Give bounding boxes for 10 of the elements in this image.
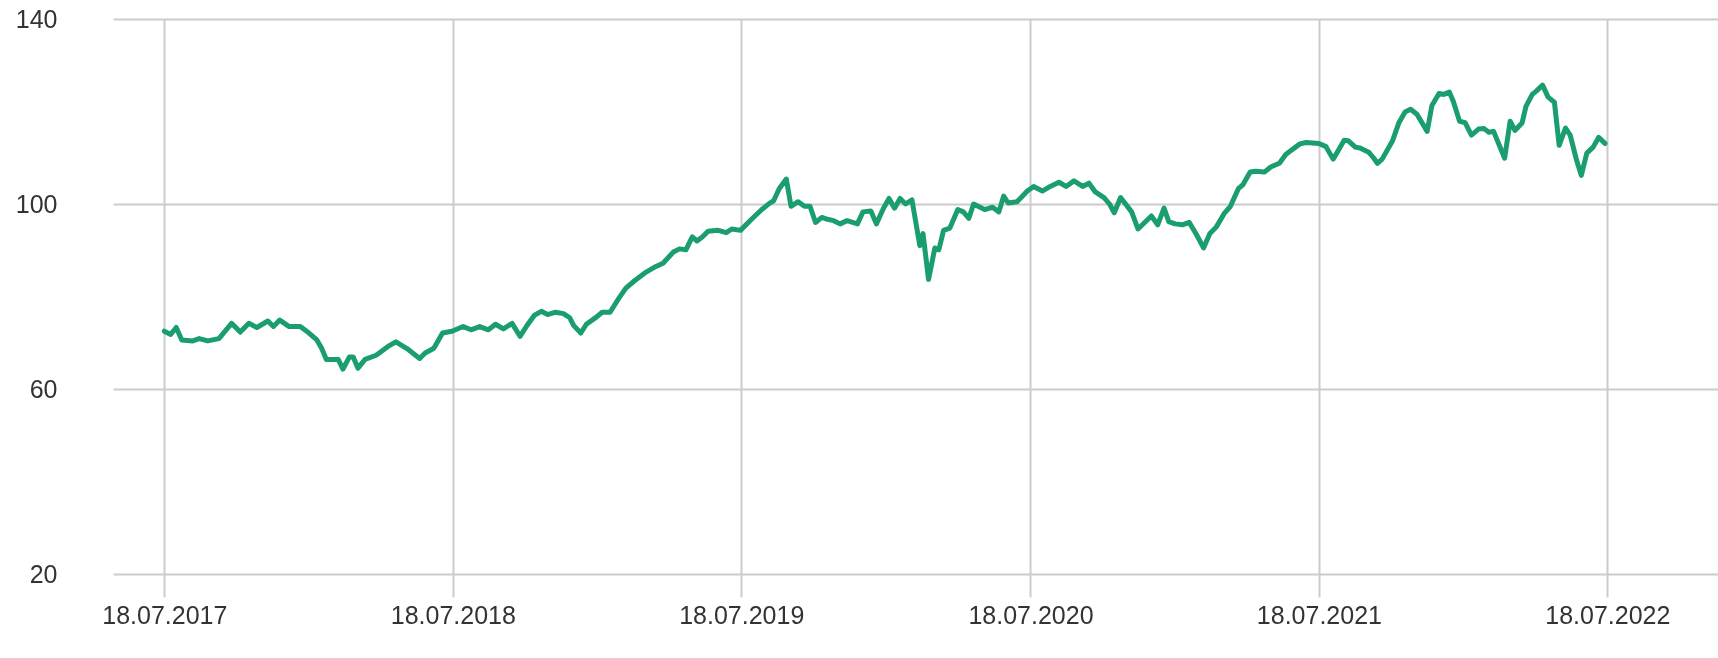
- y-tick-label: 60: [29, 374, 58, 403]
- x-tick-label: 18.07.2020: [968, 600, 1094, 629]
- x-tick-label: 18.07.2017: [102, 600, 228, 629]
- y-tick-label: 20: [29, 559, 58, 588]
- x-tick-label: 18.07.2019: [679, 600, 805, 629]
- x-tick-label: 18.07.2018: [390, 600, 516, 629]
- y-tick-label: 140: [15, 4, 58, 33]
- y-tick-label: 100: [15, 189, 58, 218]
- x-tick-label: 18.07.2022: [1545, 600, 1671, 629]
- x-tick-label: 18.07.2021: [1256, 600, 1382, 629]
